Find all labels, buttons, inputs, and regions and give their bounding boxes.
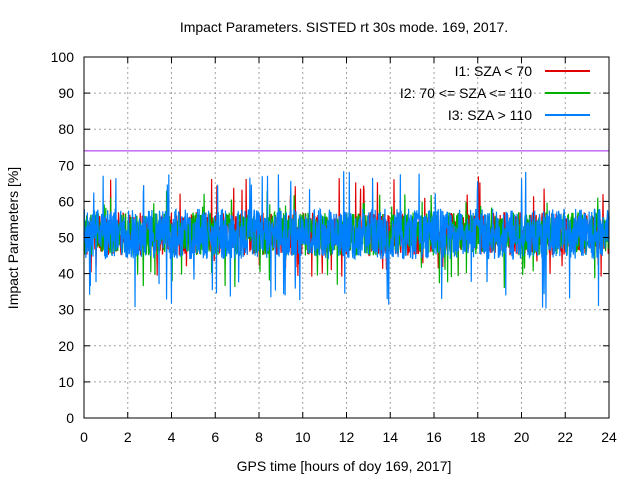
x-tick-label: 2 (124, 429, 132, 445)
x-tick-label: 10 (295, 429, 311, 445)
x-tick-label: 20 (514, 429, 530, 445)
y-tick-label: 70 (58, 157, 74, 173)
y-tick-label: 100 (51, 49, 75, 65)
x-axis-label: GPS time [hours of doy 169, 2017] (237, 458, 452, 474)
legend-label-1: I1: SZA < 70 (455, 63, 533, 79)
x-tick-label: 18 (470, 429, 486, 445)
y-tick-label: 0 (66, 410, 74, 426)
x-tick-label: 24 (601, 429, 617, 445)
y-tick-label: 20 (58, 338, 74, 354)
x-tick-label: 14 (382, 429, 398, 445)
x-tick-label: 8 (255, 429, 263, 445)
x-tick-label: 16 (426, 429, 442, 445)
x-tick-label: 0 (80, 429, 88, 445)
y-tick-label: 30 (58, 302, 74, 318)
y-tick-label: 40 (58, 266, 74, 282)
legend-label-3: I3: SZA > 110 (448, 107, 532, 123)
x-tick-label: 22 (557, 429, 573, 445)
legend-label-2: I2: 70 <= SZA <= 110 (400, 85, 532, 101)
y-tick-label: 50 (58, 230, 74, 246)
series-line-3 (83, 171, 610, 309)
series-layer (83, 171, 610, 309)
x-tick-label: 12 (339, 429, 355, 445)
y-tick-label: 90 (58, 85, 74, 101)
chart-title: Impact Parameters. SISTED rt 30s mode. 1… (180, 19, 508, 35)
y-axis-label: Impact Parameters [%] (5, 167, 21, 309)
y-tick-label: 10 (58, 374, 74, 390)
x-tick-label: 4 (168, 429, 176, 445)
y-tick-label: 60 (58, 193, 74, 209)
x-tick-label: 6 (211, 429, 219, 445)
legend: I1: SZA < 70 I2: 70 <= SZA <= 110 I3: SZA … (400, 63, 590, 123)
y-tick-label: 80 (58, 121, 74, 137)
